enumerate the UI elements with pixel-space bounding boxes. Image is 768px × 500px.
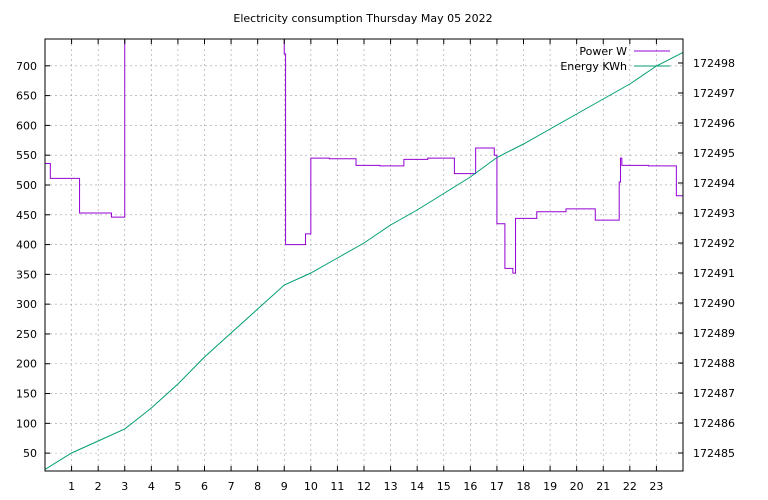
x-tick-label: 19 bbox=[543, 480, 557, 493]
y-right-tick-label: 172494 bbox=[693, 177, 735, 190]
x-tick-label: 17 bbox=[490, 480, 504, 493]
y-left-tick-label: 400 bbox=[16, 239, 37, 252]
y-left-tick-label: 100 bbox=[16, 417, 37, 430]
legend-label: Power W bbox=[579, 45, 627, 58]
y-right-tick-label: 172488 bbox=[693, 357, 735, 370]
y-left-tick-label: 650 bbox=[16, 90, 37, 103]
y-right-tick-label: 172497 bbox=[693, 87, 735, 100]
series-layer bbox=[45, 39, 683, 470]
x-tick-label: 5 bbox=[174, 480, 181, 493]
energy-kwh-line bbox=[45, 52, 683, 470]
x-tick-label: 22 bbox=[623, 480, 637, 493]
legend-label: Energy KWh bbox=[560, 60, 627, 73]
y-right-tick-label: 172487 bbox=[693, 387, 735, 400]
x-tick-label: 4 bbox=[148, 480, 155, 493]
y-left-tick-label: 550 bbox=[16, 149, 37, 162]
y-right-tick-label: 172489 bbox=[693, 327, 735, 340]
y-right-tick-label: 172496 bbox=[693, 117, 735, 130]
y-right-tick-label: 172498 bbox=[693, 57, 735, 70]
y-left-tick-label: 700 bbox=[16, 60, 37, 73]
x-tick-label: 12 bbox=[357, 480, 371, 493]
x-tick-label: 1 bbox=[68, 480, 75, 493]
y-right-tick-label: 172485 bbox=[693, 447, 735, 460]
x-tick-label: 9 bbox=[281, 480, 288, 493]
x-tick-label: 3 bbox=[121, 480, 128, 493]
y-left-tick-label: 250 bbox=[16, 328, 37, 341]
x-tick-label: 21 bbox=[596, 480, 610, 493]
x-tick-label: 10 bbox=[304, 480, 318, 493]
x-tick-label: 11 bbox=[330, 480, 344, 493]
y-left-tick-label: 350 bbox=[16, 268, 37, 281]
y-left-tick-label: 50 bbox=[23, 447, 37, 460]
x-tick-label: 13 bbox=[384, 480, 398, 493]
y-left-tick-label: 500 bbox=[16, 179, 37, 192]
x-tick-label: 20 bbox=[570, 480, 584, 493]
y-left-tick-label: 300 bbox=[16, 298, 37, 311]
ticks: 1 2 3 4 5 6 7 8 9 10 11 12 13 14 15 16 17 18 19 20 21 22 23501… bbox=[16, 39, 735, 493]
x-tick-label: 23 bbox=[649, 480, 663, 493]
x-tick-label: 14 bbox=[410, 480, 424, 493]
x-tick-label: 7 bbox=[228, 480, 235, 493]
y-right-tick-label: 172492 bbox=[693, 237, 735, 250]
y-right-tick-label: 172490 bbox=[693, 297, 735, 310]
y-left-tick-label: 600 bbox=[16, 119, 37, 132]
x-tick-label: 8 bbox=[254, 480, 261, 493]
legend: Power W Energy KWh bbox=[560, 45, 670, 73]
y-left-tick-label: 200 bbox=[16, 358, 37, 371]
y-left-tick-label: 150 bbox=[16, 388, 37, 401]
x-tick-label: 16 bbox=[463, 480, 477, 493]
x-tick-label: 2 bbox=[95, 480, 102, 493]
y-right-tick-label: 172495 bbox=[693, 147, 735, 160]
chart-title: Electricity consumption Thursday May 05 … bbox=[233, 12, 492, 25]
x-tick-label: 18 bbox=[517, 480, 531, 493]
y-right-tick-label: 172491 bbox=[693, 267, 735, 280]
y-right-tick-label: 172493 bbox=[693, 207, 735, 220]
x-tick-label: 15 bbox=[437, 480, 451, 493]
power-w-line bbox=[45, 39, 683, 274]
x-tick-label: 6 bbox=[201, 480, 208, 493]
y-left-tick-label: 450 bbox=[16, 209, 37, 222]
grid bbox=[45, 39, 683, 471]
y-right-tick-label: 172486 bbox=[693, 417, 735, 430]
